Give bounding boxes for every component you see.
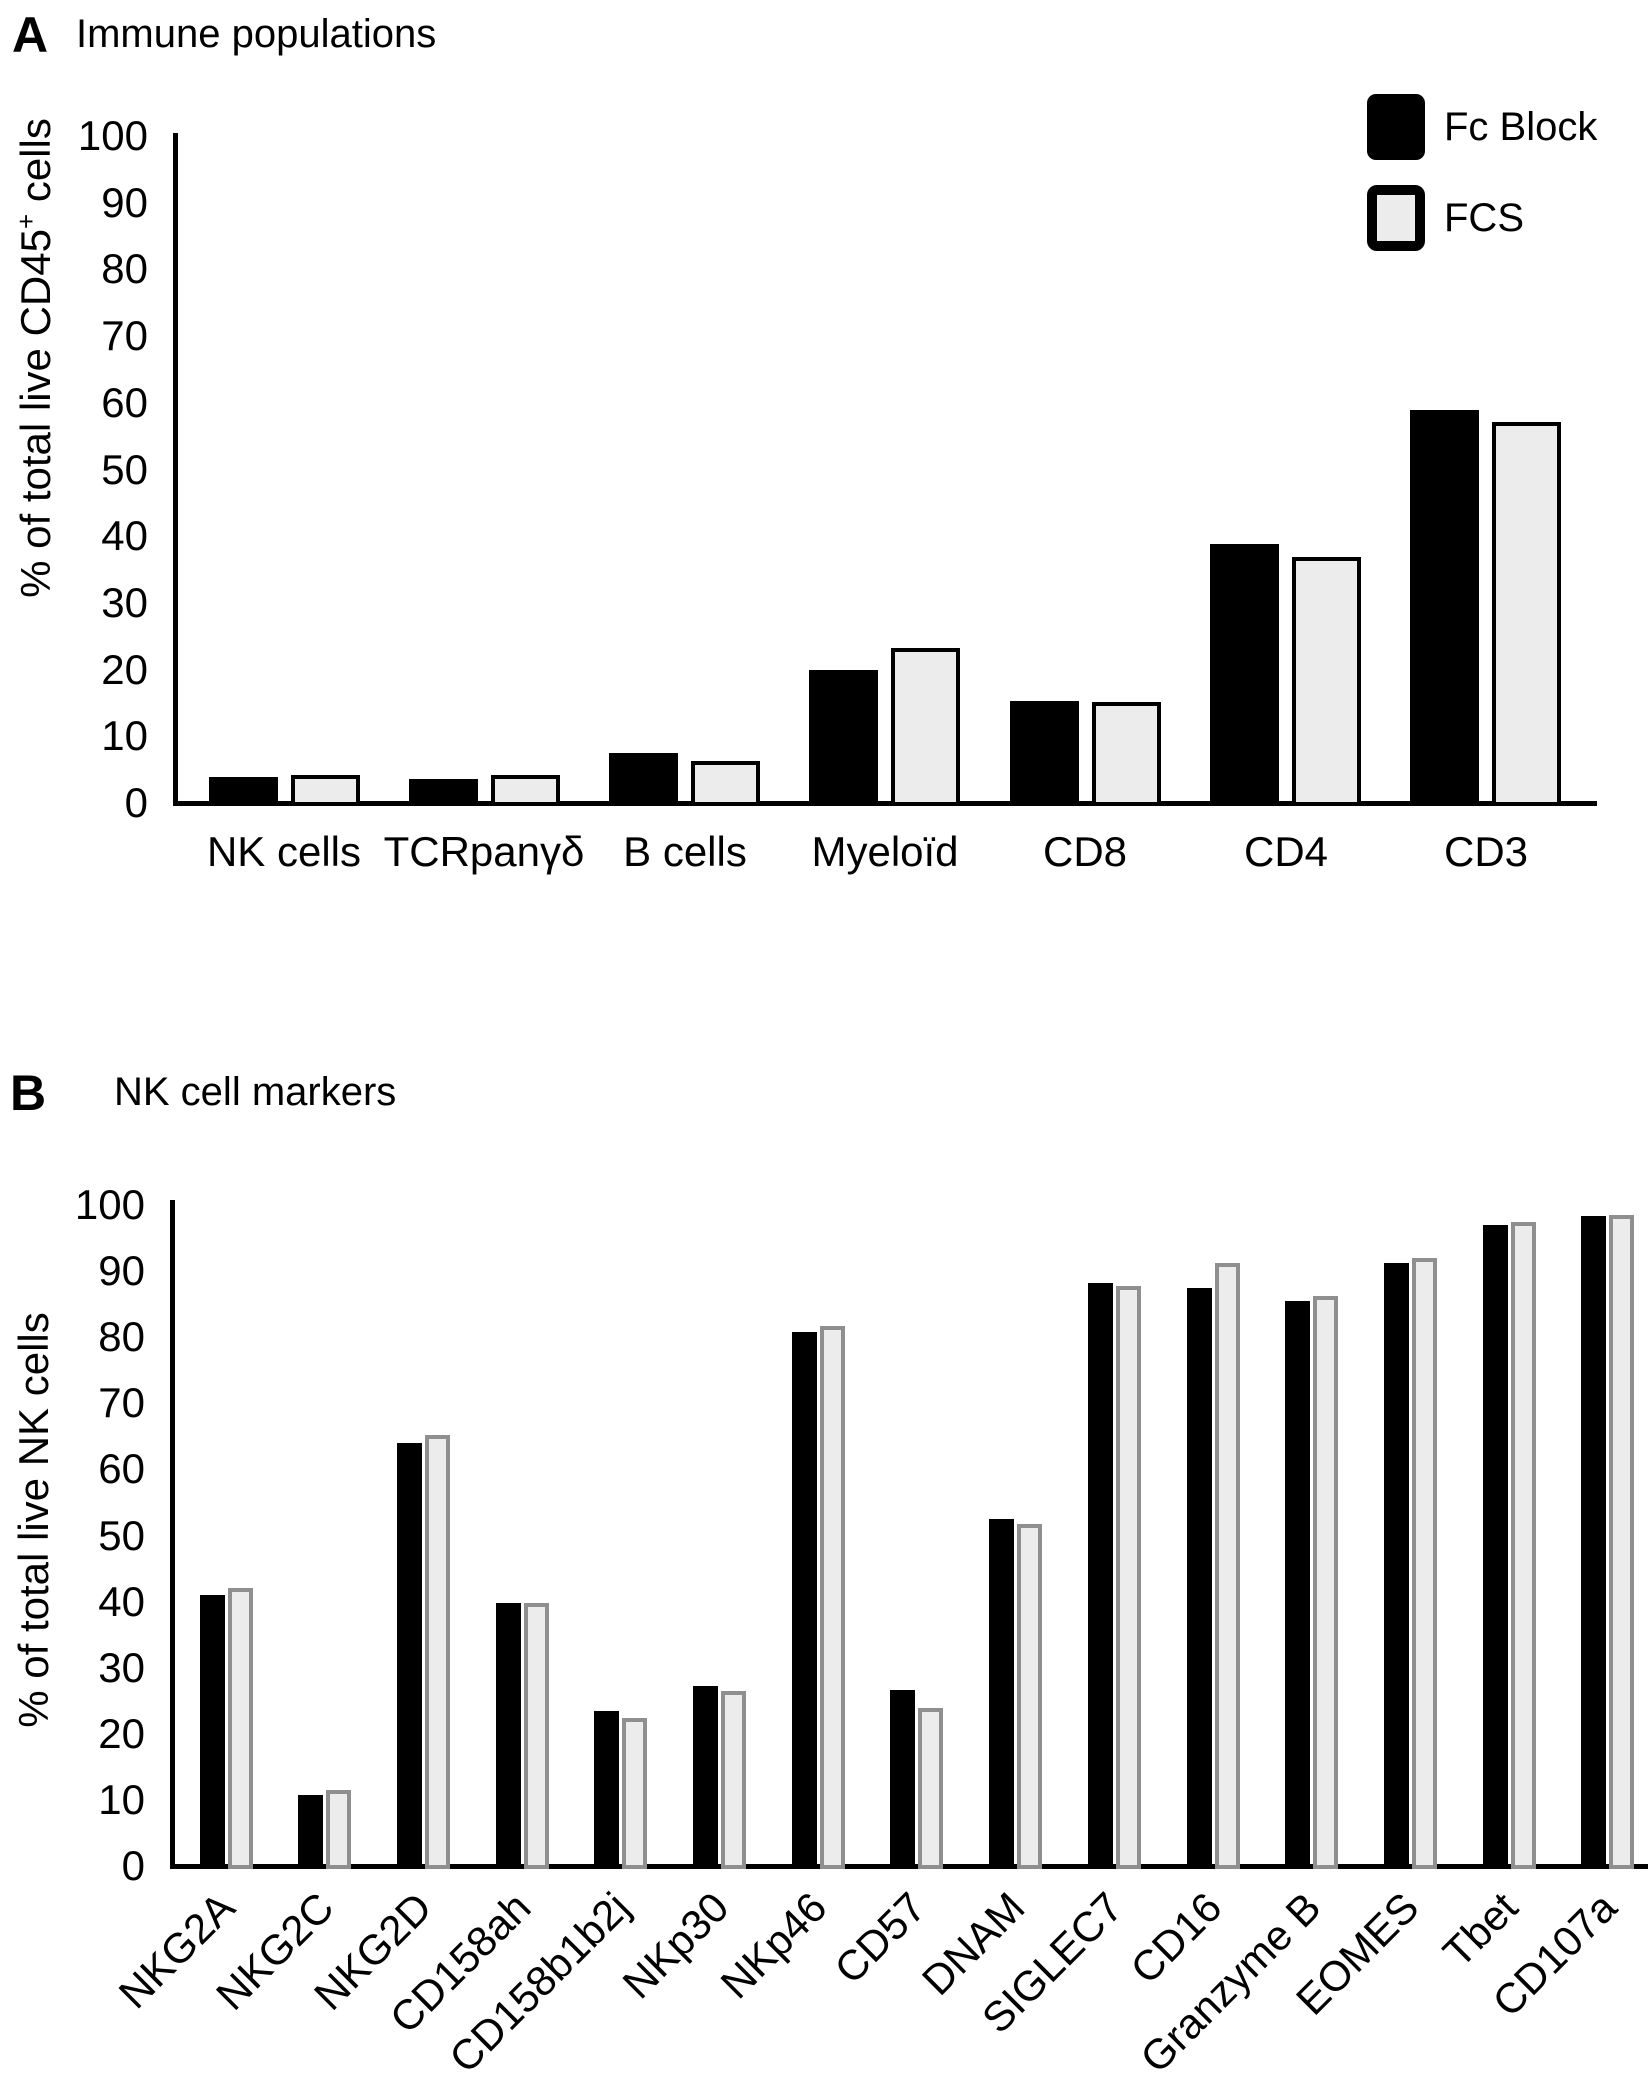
bar-fc-block-nkg2c — [298, 1795, 323, 1869]
y-tick-label: 30 — [101, 579, 148, 626]
bar-fc-block-cd16 — [1187, 1288, 1212, 1869]
bar-fc-block-cd57 — [890, 1690, 915, 1869]
y-tick-label: 50 — [98, 1512, 145, 1559]
bar-fc-block-granzyme-b — [1285, 1301, 1310, 1869]
x-category-label: CD8 — [1042, 828, 1128, 875]
bar-fc-block-eomes — [1384, 1263, 1409, 1869]
y-tick-label: 80 — [98, 1313, 145, 1360]
legend-label-fcs: FCS — [1444, 196, 1524, 240]
bar-fc-block-dnam — [989, 1519, 1014, 1869]
bar-fc-block-myelo-d — [809, 670, 878, 806]
y-tick-label: 10 — [98, 1776, 145, 1823]
panel-b-letter: B — [10, 1065, 47, 1121]
y-axis-line — [173, 133, 178, 806]
y-tick-label: 60 — [101, 379, 148, 426]
bar-fc-block-nkg2a — [200, 1595, 225, 1869]
bar-fcs-cd4 — [1292, 557, 1361, 806]
bar-fcs-nkp46 — [820, 1326, 845, 1869]
y-tick-label: 40 — [101, 512, 148, 559]
x-category-label: B cells — [623, 828, 747, 875]
x-category-label: CD4 — [1243, 828, 1329, 875]
bar-fc-block-b-cells — [609, 753, 678, 806]
bar-fcs-b-cells — [691, 761, 760, 806]
bar-fcs-nkg2a — [228, 1588, 253, 1869]
legend-label-fc-block: Fc Block — [1444, 105, 1598, 149]
bar-fc-block-nk-cells — [209, 777, 278, 806]
bar-fcs-cd8 — [1092, 702, 1161, 806]
bar-fc-block-nkp46 — [792, 1332, 817, 1869]
bar-fcs-nkg2d — [425, 1435, 450, 1869]
y-tick-label: 100 — [74, 1181, 145, 1228]
legend-swatch-fc-block — [1367, 94, 1425, 160]
legend-swatch-fcs — [1367, 185, 1425, 251]
bar-fcs-dnam — [1017, 1524, 1042, 1869]
bar-fc-block-cd8 — [1010, 701, 1079, 806]
bar-fc-block-cd158b1b2j — [594, 1711, 619, 1869]
bar-fc-block-nkp30 — [693, 1686, 718, 1869]
bar-fcs-granzyme-b — [1313, 1296, 1338, 1869]
y-tick-label: 30 — [98, 1644, 145, 1691]
y-tick-label: 20 — [101, 646, 148, 693]
y-tick-label: 50 — [101, 446, 148, 493]
x-category-label: CD3 — [1443, 828, 1529, 875]
bar-fcs-siglec7 — [1116, 1286, 1141, 1869]
bar-fcs-cd107a — [1609, 1215, 1634, 1869]
bar-fcs-myelo-d — [891, 648, 960, 806]
bar-fcs-nkg2c — [326, 1790, 351, 1869]
y-tick-label: 70 — [98, 1379, 145, 1426]
y-tick-label: 100 — [77, 112, 148, 159]
bar-fc-block-cd4 — [1210, 544, 1279, 806]
bar-fcs-tcrpan — [491, 775, 560, 806]
bar-fc-block-siglec7 — [1088, 1283, 1113, 1869]
bar-fcs-cd158ah — [524, 1603, 549, 1869]
panel-b-title: NK cell markers — [114, 1070, 397, 1114]
bar-fc-block-cd107a — [1581, 1216, 1606, 1869]
y-tick-label: 0 — [121, 1842, 145, 1889]
bar-fcs-cd158b1b2j — [622, 1718, 647, 1869]
bar-fc-block-tbet — [1483, 1225, 1508, 1869]
bar-fcs-cd57 — [918, 1708, 943, 1869]
y-tick-label: 60 — [98, 1445, 145, 1492]
x-category-label: Myeloïd — [811, 828, 959, 875]
y-tick-label: 80 — [101, 245, 148, 292]
bar-fcs-cd16 — [1215, 1263, 1240, 1869]
bar-fcs-tbet — [1511, 1222, 1536, 1869]
x-category-label: TCRpanγδ — [383, 828, 585, 875]
bar-fc-block-tcrpan — [409, 779, 478, 806]
bar-fcs-nkp30 — [721, 1691, 746, 1869]
y-tick-label: 20 — [98, 1710, 145, 1757]
y-tick-label: 10 — [101, 712, 148, 759]
y-tick-label: 90 — [98, 1247, 145, 1294]
y-axis-title-text: % of total live NK cells — [10, 1312, 57, 1728]
panel-a-letter: A — [12, 7, 49, 63]
bar-fcs-eomes — [1412, 1258, 1437, 1869]
x-category-label: NK cells — [206, 828, 362, 875]
bar-fcs-nk-cells — [291, 775, 360, 806]
bar-fc-block-nkg2d — [397, 1443, 422, 1869]
y-tick-label: 0 — [124, 779, 148, 826]
bar-fc-block-cd3 — [1410, 410, 1479, 806]
panel-a-title: Immune populations — [76, 12, 437, 56]
y-tick-label: 40 — [98, 1578, 145, 1625]
y-tick-label: 70 — [101, 312, 148, 359]
bar-fcs-cd3 — [1492, 422, 1561, 806]
x-axis-line — [173, 801, 1597, 806]
y-axis-line — [170, 1200, 175, 1869]
y-axis-title: % of total live NK cells — [9, 1140, 59, 1900]
bar-fc-block-cd158ah — [496, 1603, 521, 1869]
y-tick-label: 90 — [101, 179, 148, 226]
